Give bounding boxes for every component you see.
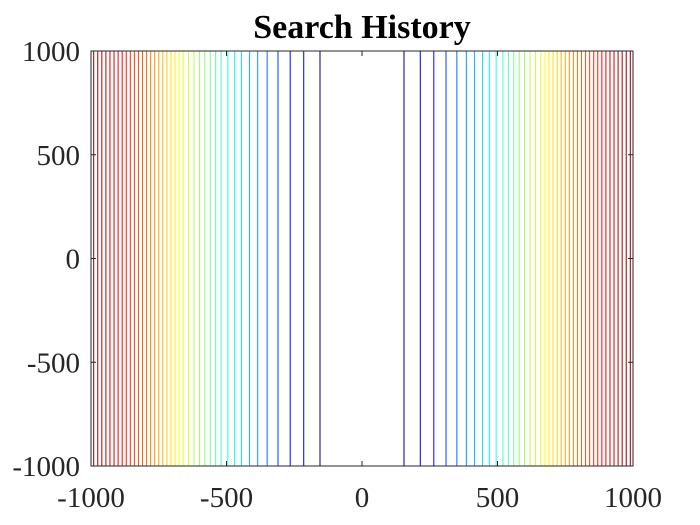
- y-tick-label-4: 1000: [22, 36, 80, 68]
- x-tick-label-4: 1000: [604, 482, 662, 514]
- x-tick-label-1: -500: [200, 482, 253, 514]
- chart-title: Search History: [253, 9, 471, 46]
- y-tick-label-3: 500: [37, 140, 81, 172]
- x-tick-label-2: 0: [355, 482, 370, 514]
- y-axis-tick-labels: -1000 -500 0 500 1000: [12, 36, 80, 483]
- contour-lines: [93, 51, 631, 466]
- plot-area-frame: [90, 50, 634, 467]
- x-axis-tick-labels: -1000 -500 0 500 1000: [57, 482, 662, 514]
- x-tick-label-0: -1000: [57, 482, 125, 514]
- x-tick-label-3: 500: [476, 482, 520, 514]
- y-tick-label-2: 0: [66, 244, 81, 276]
- y-tick-label-1: -500: [27, 347, 80, 379]
- y-tick-label-0: -1000: [12, 451, 80, 483]
- axis-ticks: [90, 50, 634, 467]
